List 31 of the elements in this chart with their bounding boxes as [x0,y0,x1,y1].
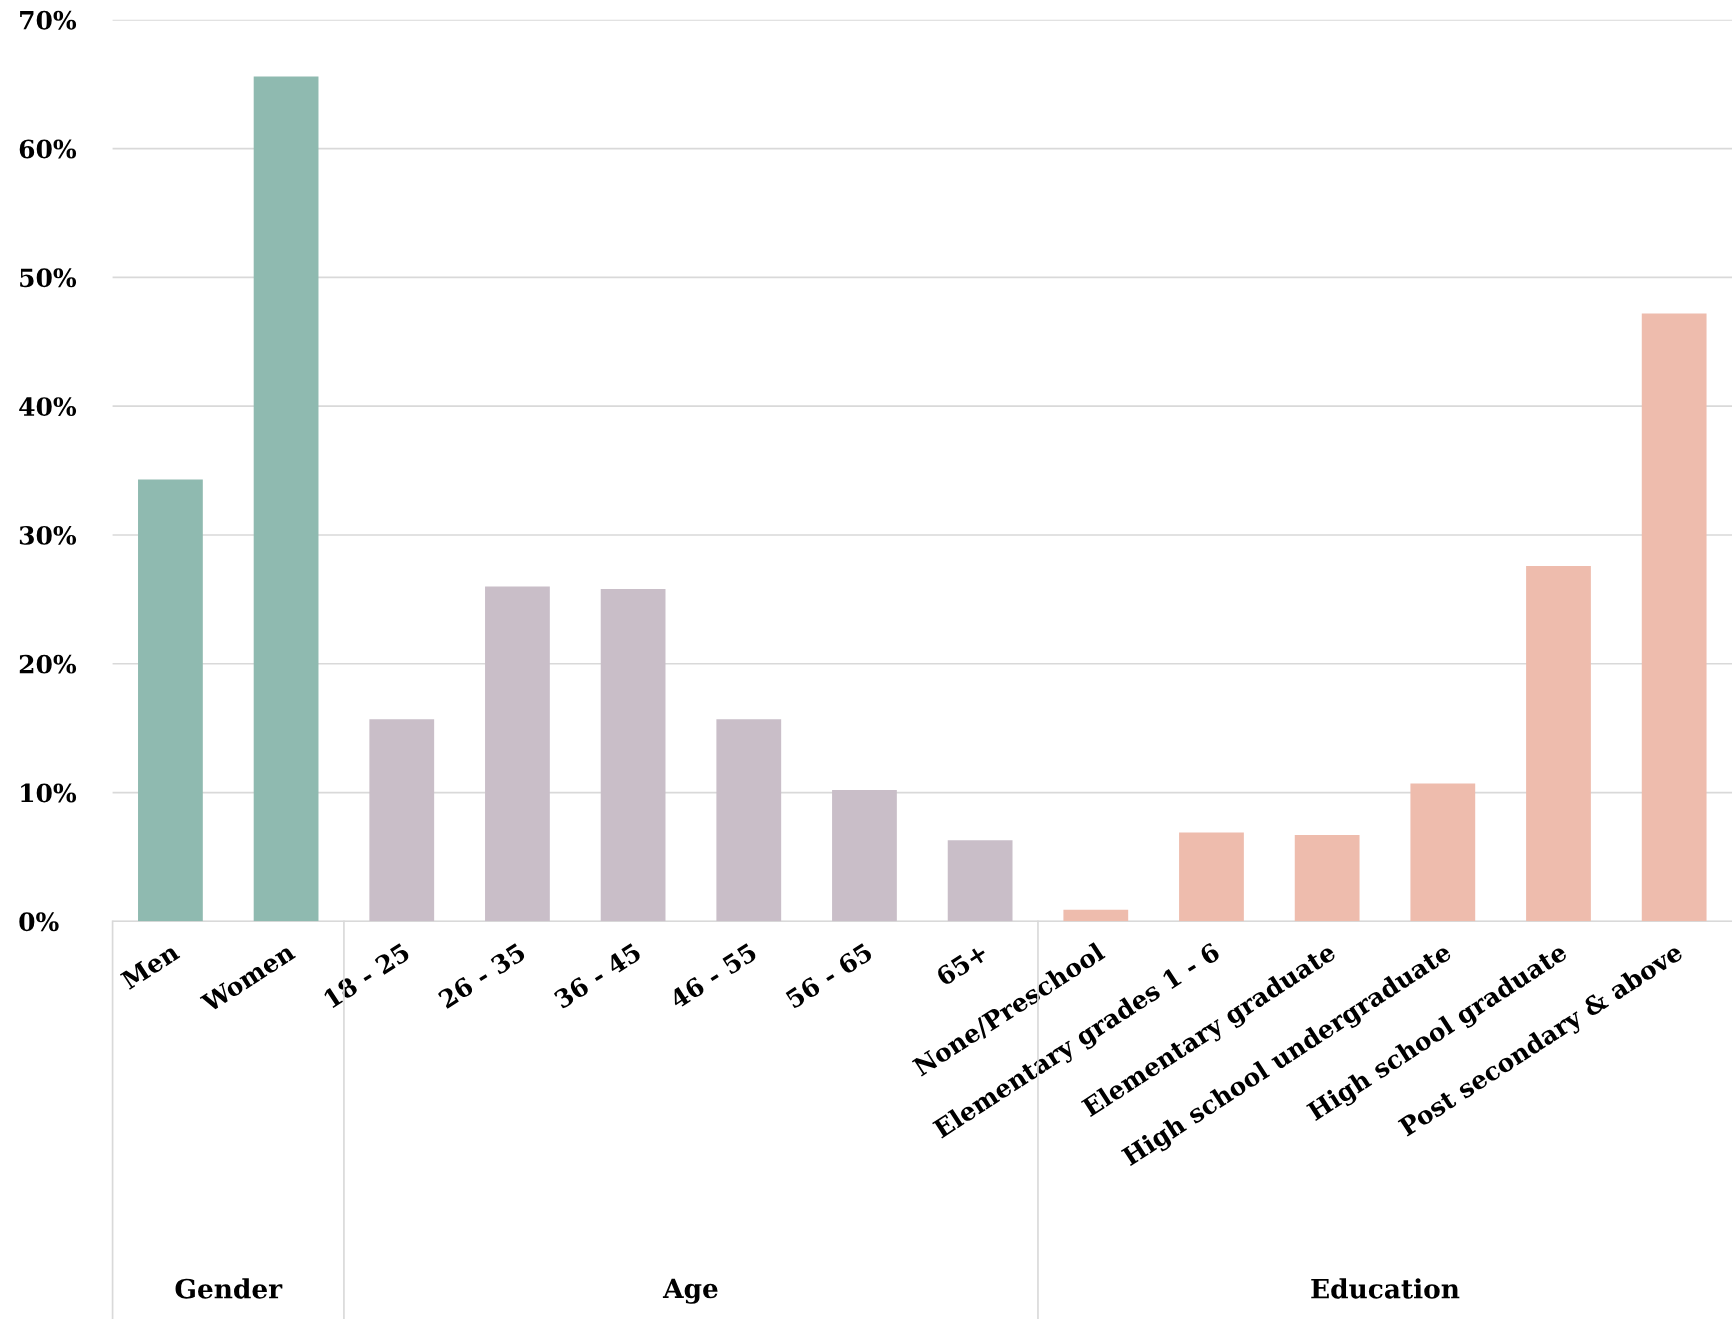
y-tick-label: 0% [19,912,59,932]
bar [369,719,435,922]
y-tick-label: 70% [20,10,77,30]
bar [253,76,319,922]
x-tick-label: Men [119,941,181,991]
x-tick-label: 46 - 55 [668,942,758,1010]
text: Education [1311,1278,1460,1299]
x-tick-label: 18 - 25 [322,942,411,1009]
y-tick-label: 60% [19,139,77,159]
bar [1641,313,1707,922]
bar [485,586,550,922]
y-tick-label: 10% [21,783,77,803]
y-tick-label: 30% [19,525,77,545]
bar [947,840,1013,922]
x-tick-label: 56 - 65 [784,942,874,1009]
text: Gender [175,1278,283,1299]
bar [1410,783,1476,922]
bar [1063,909,1129,922]
bar [1179,832,1244,922]
bar [138,479,203,922]
text: Age [662,1278,718,1304]
bar [1294,835,1360,922]
bar [716,719,782,922]
y-tick-label: 40% [19,397,77,417]
y-tick-label: 20% [19,654,77,674]
bar [600,589,666,922]
bar [832,789,897,922]
bar [1526,565,1591,922]
y-tick-label: 50% [20,268,77,288]
x-tick-label: 36 - 45 [553,942,643,1010]
x-tick-label: 26 - 35 [437,942,527,1010]
